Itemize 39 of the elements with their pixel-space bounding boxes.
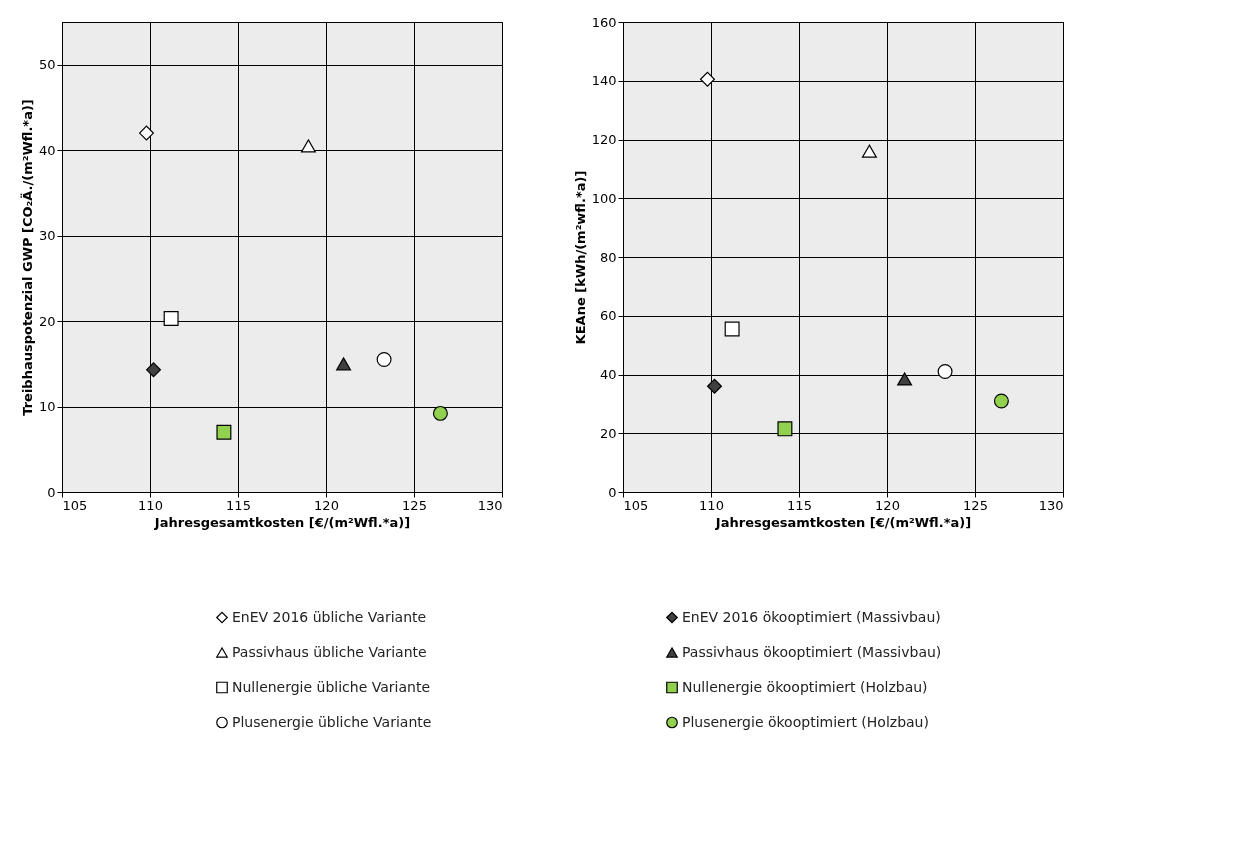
y-tick-label: 80 xyxy=(599,249,617,265)
x-tick-label: 120 xyxy=(875,497,900,513)
legend-label: Plusenergie übliche Variante xyxy=(232,713,432,730)
x-axis-title: Jahresgesamtkosten [€/(m²Wfl.*a)] xyxy=(153,514,411,530)
legend-label: EnEV 2016 übliche Variante xyxy=(232,608,427,625)
x-tick-label: 115 xyxy=(787,497,812,513)
x-tick-label: 110 xyxy=(699,497,724,513)
legend-label: Nullenergie übliche Variante xyxy=(232,678,431,695)
y-tick-label: 120 xyxy=(591,132,617,147)
legend-label: EnEV 2016 ökooptimiert (Massivbau) xyxy=(682,608,941,625)
x-tick-label: 110 xyxy=(138,497,163,513)
x-tick-label: 130 xyxy=(1038,497,1064,513)
legend-label: Nullenergie ökooptimiert (Holzbau) xyxy=(682,678,928,695)
y-axis-title: Treibhauspotenzial GWP [CO₂Ä./(m²Wfl.*a)] xyxy=(19,99,35,416)
y-tick-label: 30 xyxy=(38,228,56,244)
x-tick-label: 125 xyxy=(963,497,988,513)
y-tick-label: 160 xyxy=(591,14,617,30)
x-tick-label: 120 xyxy=(314,497,339,513)
x-tick-label: 105 xyxy=(62,497,88,513)
y-tick-label: 50 xyxy=(38,57,56,73)
legend-label: Plusenergie ökooptimiert (Holzbau) xyxy=(682,713,929,730)
x-tick-label: 130 xyxy=(477,497,503,513)
y-tick-label: 20 xyxy=(38,313,56,329)
legend-label: Passivhaus übliche Variante xyxy=(232,643,427,660)
y-tick-label: 100 xyxy=(591,190,617,206)
y-tick-label: 0 xyxy=(47,484,56,500)
y-tick-label: 140 xyxy=(591,73,617,89)
x-axis-title: Jahresgesamtkosten [€/(m²Wfl.*a)] xyxy=(714,514,972,530)
y-tick-label: 40 xyxy=(599,367,617,382)
y-tick-label: 60 xyxy=(599,308,617,324)
y-tick-label: 40 xyxy=(38,142,56,158)
y-tick-label: 0 xyxy=(608,484,617,500)
x-tick-label: 125 xyxy=(402,497,427,513)
x-tick-label: 105 xyxy=(623,497,649,513)
x-tick-label: 115 xyxy=(226,497,251,513)
y-tick-label: 10 xyxy=(38,399,56,415)
legend-label: Passivhaus ökooptimiert (Massivbau) xyxy=(682,643,942,660)
y-tick-label: 20 xyxy=(599,425,617,441)
y-axis-title: KEAne [kWh/(m²wfl.*a)] xyxy=(572,170,588,345)
